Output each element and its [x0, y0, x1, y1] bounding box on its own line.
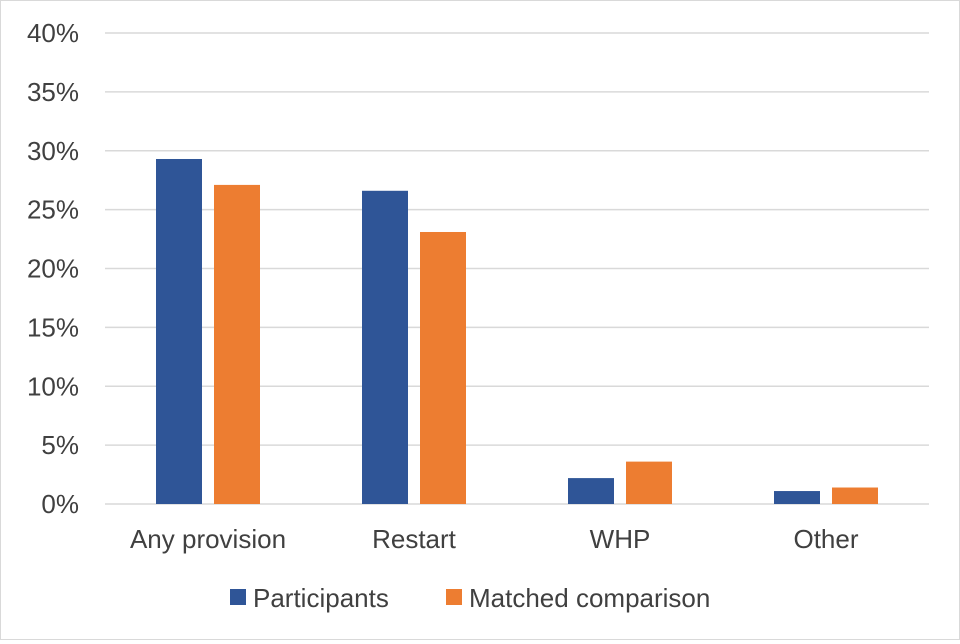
- y-tick-label: 30%: [27, 136, 79, 166]
- y-tick-label: 0%: [41, 489, 79, 519]
- legend-label: Matched comparison: [469, 583, 710, 613]
- legend-swatch: [446, 589, 462, 605]
- bar-participants: [774, 491, 820, 504]
- bar-matched-comparison: [420, 231, 466, 504]
- bar-matched-comparison: [832, 487, 878, 504]
- y-axis-tick-labels: 0% 5% 10% 15% 20% 25% 30% 35% 40%: [27, 18, 79, 519]
- x-axis-category-labels: Any provision Restart WHP Other: [130, 524, 859, 554]
- bar-participants: [362, 190, 408, 504]
- y-tick-label: 25%: [27, 195, 79, 225]
- y-tick-label: 10%: [27, 371, 79, 401]
- x-category-label: Any provision: [130, 524, 286, 554]
- legend: Participants Matched comparison: [230, 583, 710, 613]
- bar-matched-comparison: [626, 461, 672, 504]
- legend-swatch: [230, 589, 246, 605]
- x-category-label: Restart: [372, 524, 457, 554]
- bar-participants: [156, 158, 202, 504]
- y-tick-label: 5%: [41, 430, 79, 460]
- x-category-label: WHP: [590, 524, 651, 554]
- legend-label: Participants: [253, 583, 389, 613]
- y-tick-label: 15%: [27, 312, 79, 342]
- bar-matched-comparison: [214, 184, 260, 504]
- bars: [156, 158, 878, 504]
- y-tick-label: 40%: [27, 18, 79, 48]
- y-tick-label: 35%: [27, 77, 79, 107]
- bar-participants: [568, 478, 614, 504]
- y-tick-label: 20%: [27, 254, 79, 284]
- x-category-label: Other: [793, 524, 858, 554]
